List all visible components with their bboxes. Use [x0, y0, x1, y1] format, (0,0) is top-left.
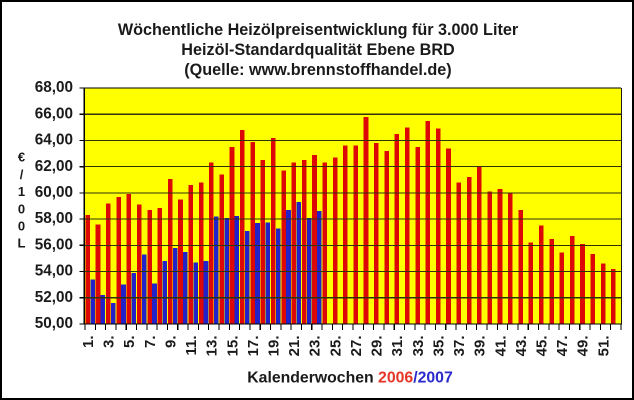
- svg-text:0: 0: [18, 218, 25, 233]
- svg-text:27.: 27.: [348, 336, 365, 357]
- svg-text:49.: 49.: [575, 336, 592, 357]
- svg-text:19.: 19.: [265, 336, 282, 357]
- svg-text:41.: 41.: [492, 336, 509, 357]
- svg-text:62,00: 62,00: [35, 158, 73, 175]
- svg-text:9.: 9.: [162, 336, 179, 349]
- svg-text:33.: 33.: [410, 336, 427, 357]
- svg-text:€: €: [18, 150, 25, 165]
- svg-text:1.: 1.: [80, 336, 97, 349]
- svg-text:23.: 23.: [307, 336, 324, 357]
- svg-text:39.: 39.: [472, 336, 489, 357]
- svg-text:54,00: 54,00: [35, 263, 73, 280]
- svg-text:1: 1: [18, 184, 25, 199]
- svg-text:35.: 35.: [430, 336, 447, 357]
- svg-text:15.: 15.: [224, 336, 241, 357]
- svg-text:Wöchentliche Heizölpreisentwic: Wöchentliche Heizölpreisentwicklung für …: [118, 21, 519, 39]
- svg-text:L: L: [18, 236, 26, 251]
- svg-text:56,00: 56,00: [35, 236, 73, 253]
- svg-text:66,00: 66,00: [35, 105, 73, 122]
- svg-text:45.: 45.: [533, 336, 550, 357]
- svg-text:5.: 5.: [121, 336, 138, 349]
- svg-text:58,00: 58,00: [35, 210, 73, 227]
- svg-text:68,00: 68,00: [35, 79, 73, 96]
- svg-text:(Quelle: www.brennstoffhandel.: (Quelle: www.brennstoffhandel.de): [184, 61, 451, 79]
- svg-text:31.: 31.: [389, 336, 406, 357]
- svg-text:11.: 11.: [183, 336, 200, 356]
- svg-text:64,00: 64,00: [35, 132, 73, 149]
- svg-text:50,00: 50,00: [35, 315, 73, 332]
- svg-text:13.: 13.: [204, 336, 221, 357]
- svg-text:7.: 7.: [142, 336, 159, 349]
- svg-text:17.: 17.: [245, 336, 262, 357]
- svg-text:51.: 51.: [595, 336, 612, 357]
- svg-text:47.: 47.: [554, 336, 571, 357]
- svg-text:43.: 43.: [513, 336, 530, 357]
- svg-text:21.: 21.: [286, 336, 303, 357]
- svg-text:Heizöl-Standardqualität Ebene: Heizöl-Standardqualität Ebene BRD: [181, 41, 455, 59]
- svg-text:60,00: 60,00: [35, 184, 73, 201]
- svg-text:25.: 25.: [327, 336, 344, 357]
- svg-text:/: /: [20, 167, 24, 182]
- svg-text:Kalenderwochen 2006/2007: Kalenderwochen 2006/2007: [247, 370, 453, 387]
- svg-text:29.: 29.: [369, 336, 386, 357]
- svg-text:3.: 3.: [101, 336, 118, 349]
- svg-text:37.: 37.: [451, 336, 468, 357]
- svg-text:0: 0: [18, 201, 25, 216]
- svg-text:52,00: 52,00: [35, 289, 73, 306]
